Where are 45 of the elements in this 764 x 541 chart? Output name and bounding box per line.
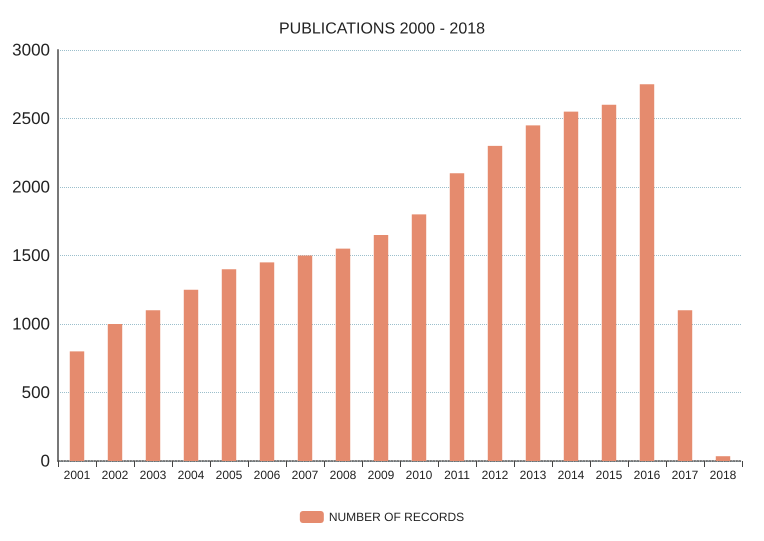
x-tick-label: 2005 bbox=[216, 468, 243, 482]
x-tick-label: 2001 bbox=[64, 468, 91, 482]
bar bbox=[260, 262, 274, 461]
bar bbox=[526, 125, 540, 461]
bar bbox=[450, 173, 464, 461]
bar bbox=[374, 234, 388, 461]
x-tick-label: 2012 bbox=[482, 468, 509, 482]
x-tick-label: 2008 bbox=[330, 468, 357, 482]
bar bbox=[602, 104, 616, 461]
x-tick-label: 2018 bbox=[710, 468, 737, 482]
x-tick-label: 2003 bbox=[140, 468, 167, 482]
x-tick-label: 2009 bbox=[368, 468, 395, 482]
x-tick-label: 2011 bbox=[444, 468, 470, 482]
x-tick-label: 2015 bbox=[596, 468, 623, 482]
bar bbox=[184, 290, 198, 461]
bar bbox=[108, 324, 122, 461]
x-tick-label: 2006 bbox=[254, 468, 281, 482]
bar bbox=[678, 310, 692, 461]
legend-label: NUMBER OF RECORDS bbox=[328, 510, 464, 524]
y-tick-label: 2000 bbox=[12, 178, 50, 196]
y-tick-label: 500 bbox=[22, 383, 50, 402]
x-tick-label: 2007 bbox=[292, 468, 319, 482]
chart-title: PUBLICATIONS 2000 - 2018 bbox=[278, 20, 486, 38]
bar bbox=[146, 310, 160, 461]
x-tick-label: 2010 bbox=[406, 468, 433, 482]
bar bbox=[640, 84, 654, 461]
bar bbox=[336, 248, 350, 461]
bar bbox=[222, 269, 236, 461]
y-tick-label: 0 bbox=[40, 452, 50, 470]
y-tick-label: 1000 bbox=[12, 314, 50, 334]
x-tick-label: 2016 bbox=[634, 468, 661, 482]
bar bbox=[716, 456, 730, 461]
bar bbox=[488, 146, 502, 461]
x-tick-label: 2013 bbox=[520, 468, 547, 482]
bar bbox=[564, 112, 578, 461]
bar bbox=[298, 256, 312, 461]
x-tick-label: 2004 bbox=[178, 468, 205, 482]
y-tick-label: 3000 bbox=[12, 40, 50, 60]
x-tick-label: 2014 bbox=[558, 468, 585, 482]
bar bbox=[70, 351, 84, 461]
y-tick-label: 1500 bbox=[12, 246, 50, 265]
x-tick-label: 2017 bbox=[672, 468, 699, 482]
x-tick-label: 2002 bbox=[102, 468, 129, 482]
y-tick-label: 2500 bbox=[12, 109, 50, 128]
bar bbox=[412, 214, 426, 461]
